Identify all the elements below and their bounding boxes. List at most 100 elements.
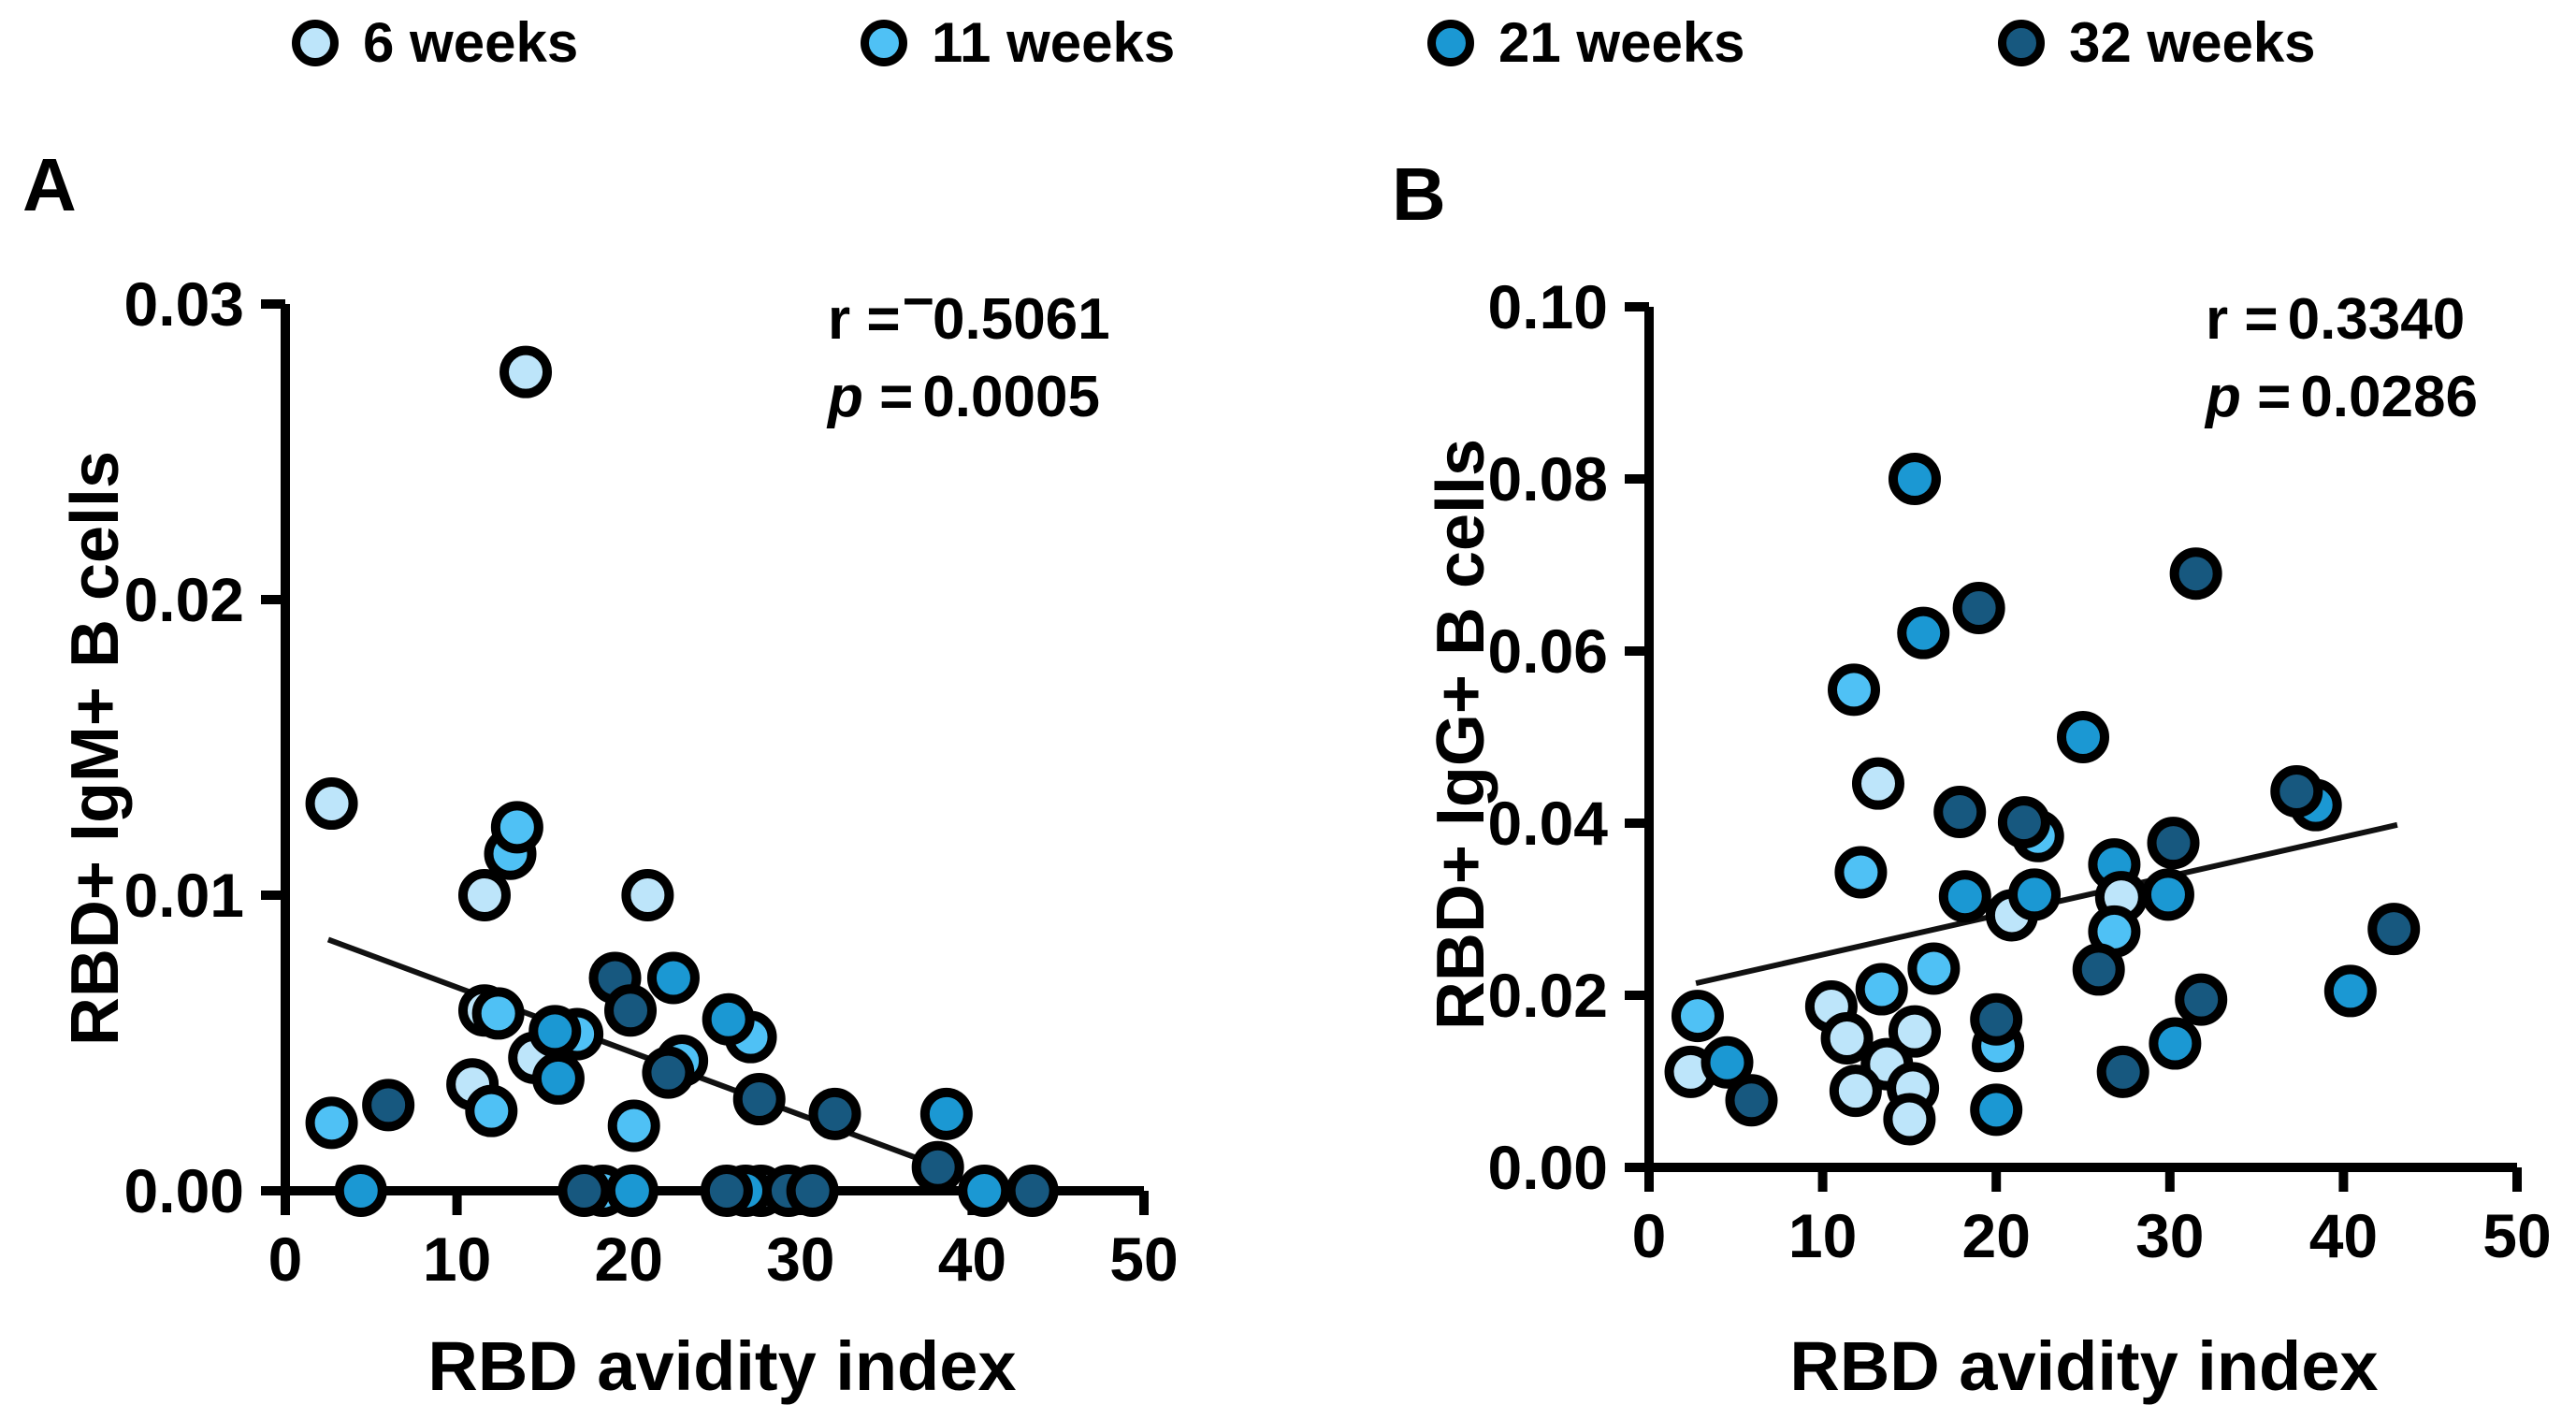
data-point-b <box>1933 786 1987 839</box>
data-point-b <box>2149 1017 2202 1070</box>
stats-r-line-b: r = 0.3340 <box>2206 287 2466 352</box>
x-tick-label-b: 40 <box>2309 1201 2378 1270</box>
data-point-b <box>1997 796 2050 849</box>
data-point-a <box>305 1096 358 1150</box>
data-point-b <box>1883 1093 1936 1146</box>
data-point-a <box>604 984 658 1037</box>
x-tick-label-b: 0 <box>1632 1201 1667 1270</box>
x-tick-label-a: 40 <box>938 1224 1006 1294</box>
y-tick-label-b: 0.08 <box>1488 444 1608 514</box>
x-tick-label-b: 50 <box>2482 1201 2551 1270</box>
data-point-a <box>531 1051 585 1105</box>
data-point-a <box>621 869 674 921</box>
data-point-a <box>499 345 553 398</box>
stats-annotation-b: r = 0.3340 p = 0.0286 <box>2206 281 2478 436</box>
data-point-b <box>2141 868 2194 921</box>
data-point-a <box>490 801 543 854</box>
data-point-a <box>362 1079 415 1132</box>
data-point-a <box>305 777 358 831</box>
data-point-a <box>528 1005 582 1058</box>
data-point-a <box>465 1084 518 1137</box>
y-tick-label-a: 0.03 <box>124 269 244 339</box>
data-point-b <box>2367 903 2421 956</box>
axis-frame-a <box>281 304 1144 1195</box>
data-point-a <box>702 992 755 1046</box>
data-point-b <box>1671 990 1724 1043</box>
legend-marker-32-weeks-icon <box>1998 20 2045 66</box>
data-point-a <box>646 951 700 1005</box>
y-axis-label-a: RBD+ IgM+ B cells <box>58 450 133 1047</box>
panel-letter-b: B <box>1392 152 1446 236</box>
data-point-b <box>2008 868 2062 921</box>
data-point-a <box>958 1165 1011 1217</box>
data-point-b <box>2096 1045 2149 1098</box>
data-point-b <box>1700 1036 1754 1089</box>
data-point-b <box>1820 1012 1874 1065</box>
legend-marker-6-weeks-icon <box>292 20 339 66</box>
data-point-b <box>1829 1065 1882 1118</box>
data-point-a <box>732 1073 786 1126</box>
minus-sign: − <box>902 270 934 332</box>
data-point-a <box>557 1165 611 1217</box>
legend-item-21-weeks: 21 weeks <box>1427 15 1745 71</box>
data-point-a <box>911 1140 964 1194</box>
data-point-b <box>2323 964 2377 1018</box>
x-tick-label-a: 30 <box>766 1224 834 1294</box>
y-tick-label-b: 0.00 <box>1488 1133 1608 1202</box>
legend-item-6-weeks: 6 weeks <box>292 15 578 71</box>
stats-annotation-a: r =−0.5061 p = 0.0005 <box>828 271 1110 436</box>
data-point-b <box>2270 764 2323 818</box>
data-point-b <box>1851 757 1904 810</box>
data-point-b <box>2147 817 2200 870</box>
legend-marker-21-weeks-icon <box>1427 20 1474 66</box>
data-point-a <box>1006 1165 1059 1217</box>
panel-letter-a: A <box>22 143 77 226</box>
data-point-b <box>1888 453 1941 505</box>
data-point-b <box>1888 1005 1941 1058</box>
x-tick-label-a: 50 <box>1109 1224 1178 1294</box>
legend-label-6-weeks: 6 weeks <box>363 11 579 74</box>
legend-item-32-weeks: 32 weeks <box>1998 15 2316 71</box>
data-point-b <box>1725 1074 1778 1127</box>
data-point-a <box>471 987 525 1040</box>
data-point-b <box>2175 973 2228 1026</box>
data-point-b <box>1970 992 2023 1046</box>
data-point-b <box>2169 547 2222 601</box>
data-point-a <box>642 1046 695 1099</box>
data-point-b <box>1897 606 1950 659</box>
y-tick-label-a: 0.02 <box>124 565 244 634</box>
x-tick-label-b: 30 <box>2135 1201 2204 1270</box>
data-point-a <box>786 1165 839 1217</box>
data-point-b <box>2057 711 2109 763</box>
data-point-b <box>1855 963 1908 1016</box>
data-point-b <box>1907 942 1961 995</box>
x-tick-label-b: 10 <box>1788 1201 1857 1270</box>
data-point-a <box>919 1087 973 1140</box>
y-tick-label-a: 0.01 <box>124 861 244 930</box>
y-axis-label-b: RBD+ IgG+ B cells <box>1424 438 1498 1031</box>
x-axis-label-b: RBD avidity index <box>1789 1327 2379 1405</box>
y-tick-label-b: 0.02 <box>1488 961 1608 1030</box>
data-point-a <box>334 1165 387 1217</box>
legend-item-11-weeks: 11 weeks <box>861 15 1175 71</box>
data-point-b <box>1834 846 1888 899</box>
stats-p-line-b: p = 0.0286 <box>2206 365 2478 430</box>
y-tick-label-b: 0.06 <box>1488 616 1608 686</box>
stats-r-line-a: r =−0.5061 <box>828 271 1110 358</box>
data-point-a <box>700 1165 753 1217</box>
data-point-a <box>607 1099 660 1152</box>
x-tick-label-b: 20 <box>1961 1201 2030 1270</box>
data-point-b <box>1952 582 2005 634</box>
x-tick-label-a: 20 <box>594 1224 662 1294</box>
data-point-b <box>1938 870 1991 923</box>
data-point-a <box>457 869 511 921</box>
stats-p-line-a: p = 0.0005 <box>828 365 1100 430</box>
legend-label-11-weeks: 11 weeks <box>932 11 1176 74</box>
legend-label-32-weeks: 32 weeks <box>2069 11 2316 74</box>
legend-marker-11-weeks-icon <box>861 20 907 66</box>
data-point-a <box>808 1087 861 1140</box>
y-tick-label-a: 0.00 <box>124 1156 244 1225</box>
y-tick-label-b: 0.10 <box>1488 272 1608 341</box>
